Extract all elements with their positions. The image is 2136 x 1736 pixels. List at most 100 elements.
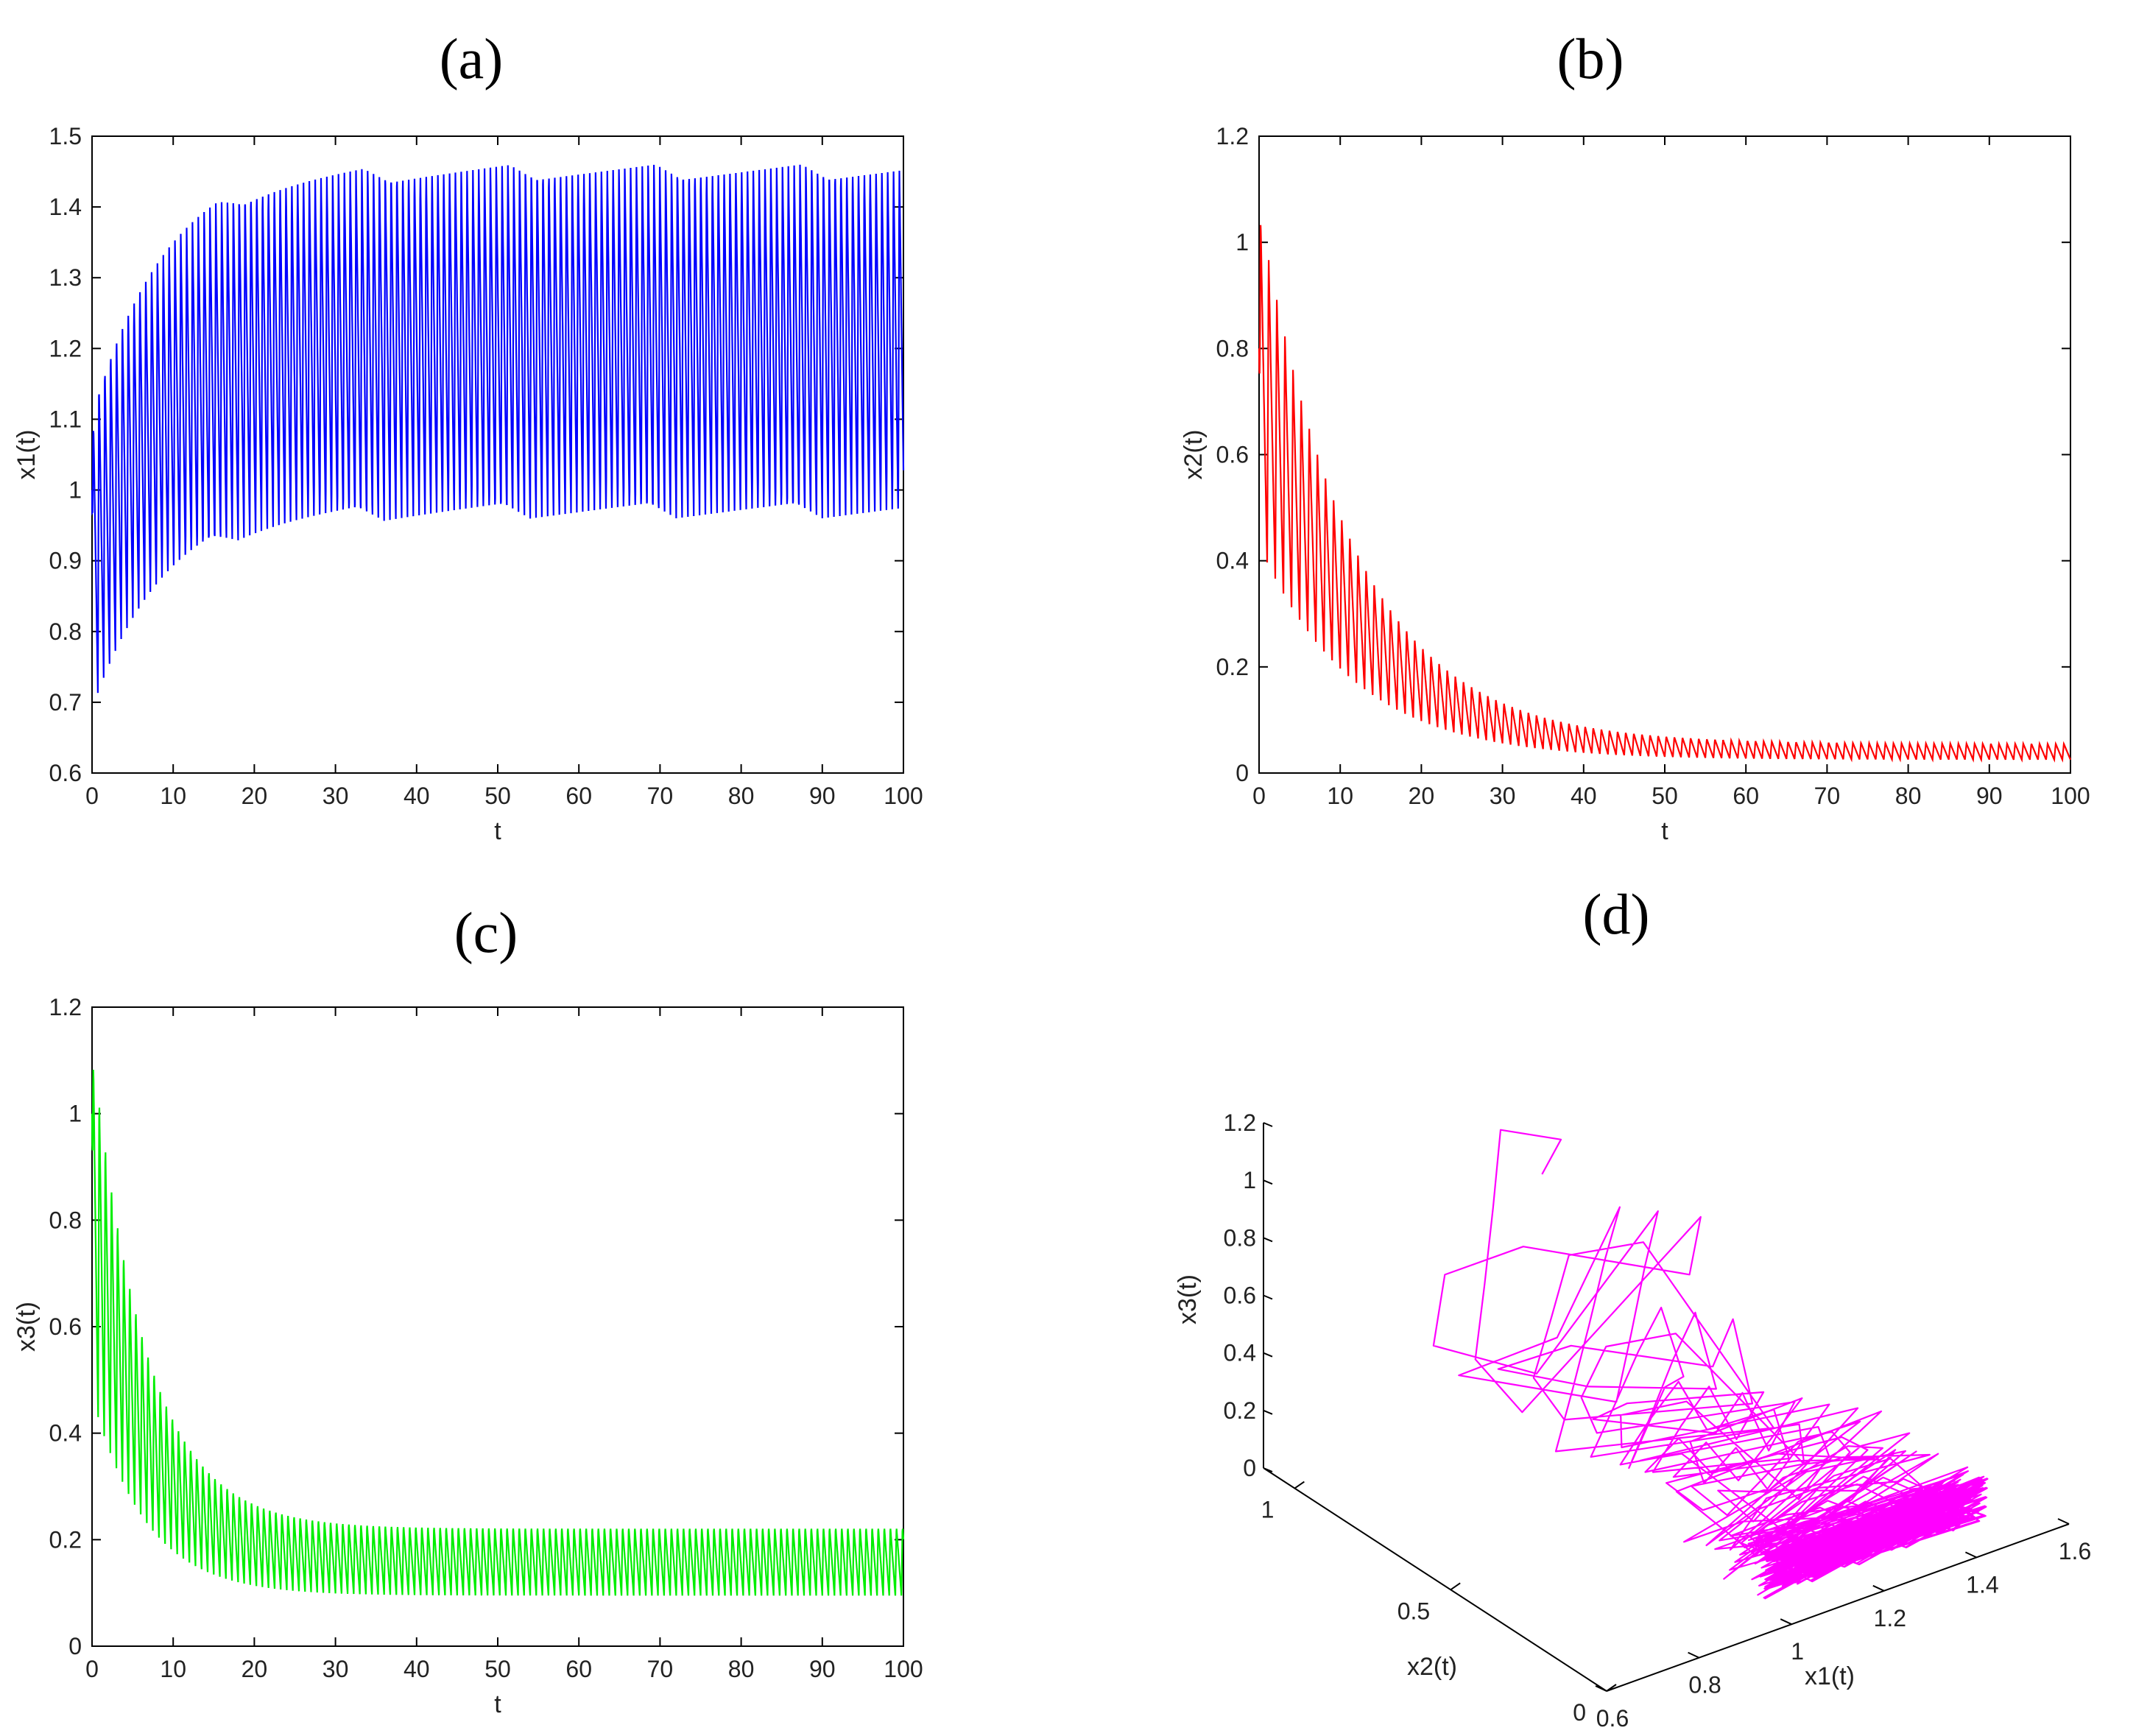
x-tick-label: 60 bbox=[565, 1656, 592, 1682]
y-tick-label: 0.8 bbox=[49, 618, 82, 645]
panel-c: (c) 0 10 20 30 40 50 60 70 80 90 100 0 0.2 0.4 0.6 0.8 1 1… bbox=[13, 900, 923, 1718]
x-tick-label: 70 bbox=[1814, 783, 1841, 809]
x-tick-label: 0 bbox=[1252, 783, 1266, 809]
y-tick-label: 0.8 bbox=[49, 1207, 82, 1233]
y-tick-label: 0 bbox=[1236, 760, 1249, 786]
x-tick-label: 100 bbox=[2051, 783, 2090, 809]
y-axis-line bbox=[1263, 1467, 1607, 1692]
x-tick-label: 20 bbox=[1409, 783, 1435, 809]
x-tick-mark bbox=[1595, 1685, 1607, 1692]
z-tick-label: 1.2 bbox=[1224, 1109, 1256, 1136]
y-axis-label: x1(t) bbox=[13, 430, 40, 480]
y-tick-label: 0.9 bbox=[49, 548, 82, 574]
y-tick-label: 0.2 bbox=[49, 1526, 82, 1553]
z-tick-label: 0 bbox=[1243, 1455, 1256, 1481]
x-tick-label: 90 bbox=[809, 783, 836, 809]
x-axis-line bbox=[1606, 1523, 2070, 1692]
x-tick-mark bbox=[2057, 1518, 2070, 1525]
z-tick-mark bbox=[1263, 1122, 1273, 1127]
y-tick-mark bbox=[1450, 1582, 1461, 1591]
y-tick-label: 0.8 bbox=[1216, 335, 1249, 361]
y-tick-label: 0 bbox=[68, 1633, 82, 1659]
x-tick-label: 1 bbox=[1791, 1638, 1804, 1665]
y-tick-label: 0.6 bbox=[49, 760, 82, 786]
x-tick-mark bbox=[1688, 1651, 1700, 1659]
x-tick-label: 0 bbox=[85, 1656, 99, 1682]
y-tick-label: 0.5 bbox=[1397, 1598, 1430, 1624]
x-tick-mark bbox=[1964, 1551, 1977, 1559]
z-tick-label: 1 bbox=[1243, 1167, 1256, 1193]
x-tick-label: 100 bbox=[884, 783, 923, 809]
x-tick-label: 30 bbox=[1490, 783, 1516, 809]
y-tick-label: 0.2 bbox=[1216, 654, 1249, 680]
x-tick-mark bbox=[1872, 1584, 1885, 1592]
y-tick-mark bbox=[1294, 1481, 1305, 1489]
x-tick-label: 40 bbox=[403, 783, 430, 809]
y-tick-label: 1.4 bbox=[49, 194, 82, 220]
y-tick-label: 1 bbox=[1261, 1497, 1275, 1523]
x-tick-label: 20 bbox=[242, 783, 268, 809]
x-tick-label: 0.6 bbox=[1596, 1705, 1629, 1732]
y-tick-label: 0.7 bbox=[49, 689, 82, 716]
z-tick-mark bbox=[1263, 1179, 1273, 1185]
panel-title: (c) bbox=[454, 900, 518, 964]
y-tick-label: 1 bbox=[68, 1101, 82, 1127]
y-tick-label: 1.2 bbox=[49, 994, 82, 1020]
y-tick-label: 1 bbox=[68, 477, 82, 504]
x-tick-label: 40 bbox=[403, 1656, 430, 1682]
trajectory-line bbox=[1432, 1129, 1989, 1600]
x-tick-label: 90 bbox=[809, 1656, 836, 1682]
panel-b: (b) 0 10 20 30 40 50 60 70 80 90 100 0 0.2 0.4 0.6 0.8 1 1… bbox=[1180, 27, 2090, 845]
x-tick-label: 20 bbox=[242, 1656, 268, 1682]
y-tick-label: 1.5 bbox=[49, 123, 82, 149]
x-tick-label: 80 bbox=[1895, 783, 1922, 809]
series-line-x1(t) bbox=[91, 164, 905, 694]
x-axis-label: t bbox=[494, 1690, 501, 1718]
panel-title: (d) bbox=[1583, 882, 1650, 946]
x-tick-label: 80 bbox=[728, 783, 755, 809]
x-tick-label: 60 bbox=[1733, 783, 1759, 809]
x-tick-label: 40 bbox=[1571, 783, 1597, 809]
z-tick-mark bbox=[1263, 1467, 1273, 1472]
y-tick-label: 1 bbox=[1236, 229, 1249, 255]
z-tick-mark bbox=[1263, 1237, 1273, 1243]
y-axis-label: x2(t) bbox=[1407, 1653, 1457, 1681]
y-tick-label: 0.6 bbox=[1216, 442, 1249, 468]
x-tick-label: 50 bbox=[484, 1656, 511, 1682]
z-tick-mark bbox=[1263, 1409, 1273, 1415]
x-tick-label: 80 bbox=[728, 1656, 755, 1682]
x-tick-label: 1.4 bbox=[1966, 1571, 1998, 1598]
z-tick-label: 0.6 bbox=[1224, 1282, 1256, 1309]
y-tick-label: 0.4 bbox=[49, 1420, 82, 1447]
z-tick-mark bbox=[1263, 1352, 1273, 1358]
y-axis-label: x3(t) bbox=[13, 1302, 40, 1352]
x-axis-label: t bbox=[1661, 817, 1668, 845]
x-axis-label: x1(t) bbox=[1805, 1662, 1855, 1690]
z-axis-label: x3(t) bbox=[1174, 1274, 1202, 1324]
x-tick-label: 30 bbox=[322, 1656, 349, 1682]
x-tick-label: 10 bbox=[160, 1656, 186, 1682]
x-axis-label: t bbox=[494, 817, 501, 845]
panel-title: (b) bbox=[1557, 27, 1624, 91]
z-tick-label: 0.4 bbox=[1224, 1340, 1256, 1366]
y-tick-label: 1.1 bbox=[49, 406, 82, 432]
y-tick-label: 1.3 bbox=[49, 264, 82, 291]
x-tick-mark bbox=[1780, 1618, 1792, 1626]
x-tick-label: 1.2 bbox=[1874, 1605, 1906, 1631]
x-tick-label: 70 bbox=[647, 783, 674, 809]
y-tick-mark bbox=[1606, 1684, 1617, 1692]
x-tick-label: 50 bbox=[1652, 783, 1678, 809]
panel-d: (d) 0 0.2 0.4 0.6 0.8 1 1.2 0 0.5 1 0.6 0.8 1 1.2 1.4 1.… bbox=[1174, 882, 2091, 1732]
panel-a: (a) 0 10 20 30 40 50 60 70 80 90 100 0.6 0.7 0.8 0.9 1 1.… bbox=[13, 27, 923, 845]
x-tick-label: 70 bbox=[647, 1656, 674, 1682]
series-line-x3(t) bbox=[91, 1069, 905, 1596]
z-tick-label: 0.8 bbox=[1224, 1224, 1256, 1251]
x-tick-label: 1.6 bbox=[2059, 1538, 2091, 1564]
z-tick-label: 0.2 bbox=[1224, 1397, 1256, 1424]
x-tick-label: 0.8 bbox=[1688, 1672, 1721, 1698]
y-tick-label: 0.4 bbox=[1216, 548, 1249, 574]
series-line-x2(t) bbox=[1258, 225, 2072, 763]
panel-title: (a) bbox=[440, 27, 504, 91]
x-tick-label: 50 bbox=[484, 783, 511, 809]
